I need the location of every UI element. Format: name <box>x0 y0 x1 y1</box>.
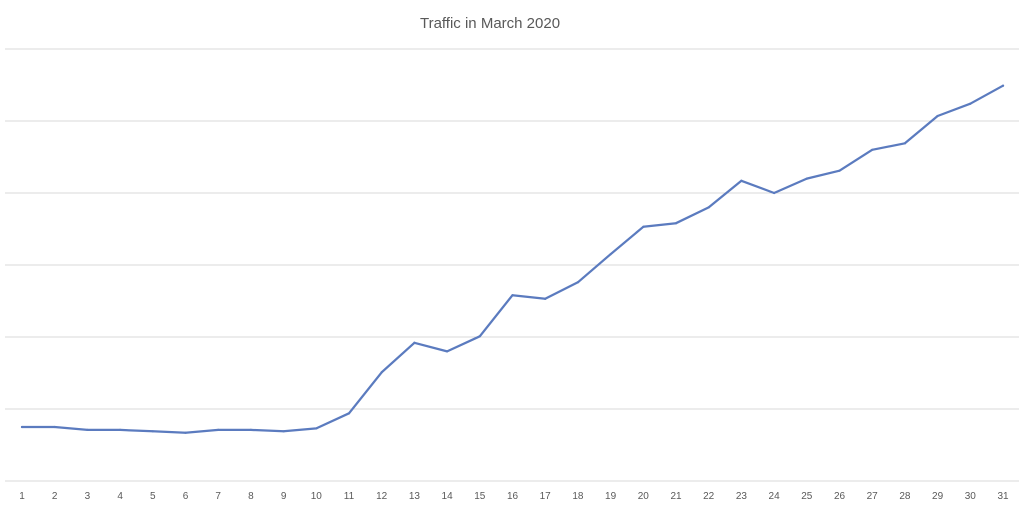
data-point <box>642 225 645 228</box>
x-tick-label: 15 <box>474 491 486 502</box>
data-point <box>184 431 187 434</box>
data-point <box>707 206 710 209</box>
data-point <box>609 253 612 256</box>
chart-title: Traffic in March 2020 <box>420 15 560 32</box>
x-tick-label: 13 <box>409 491 421 502</box>
x-tick-label: 26 <box>834 491 846 502</box>
data-point <box>119 428 122 431</box>
x-tick-label: 12 <box>376 491 388 502</box>
data-point <box>805 177 808 180</box>
series-line <box>20 84 1005 434</box>
x-tick-label: 25 <box>801 491 813 502</box>
data-point <box>478 335 481 338</box>
data-point <box>773 191 776 195</box>
data-point <box>969 102 972 105</box>
x-tick-label: 5 <box>150 491 156 502</box>
x-tick-label: 29 <box>932 491 944 502</box>
x-tick-label: 30 <box>965 491 977 502</box>
data-point <box>871 148 874 151</box>
x-tick-label: 18 <box>572 491 584 502</box>
x-tick-label: 21 <box>670 491 682 502</box>
data-point <box>838 169 841 172</box>
data-point <box>576 281 580 284</box>
x-tick-label: 27 <box>867 491 879 502</box>
data-point <box>446 350 449 353</box>
data-point <box>740 179 743 182</box>
data-point <box>20 425 24 429</box>
x-tick-label: 28 <box>899 491 911 502</box>
data-point <box>380 371 383 374</box>
data-point <box>347 412 351 415</box>
x-tick-label: 16 <box>507 491 519 502</box>
x-tick-label: 10 <box>311 491 323 502</box>
data-point <box>86 428 89 431</box>
x-tick-label: 22 <box>703 491 715 502</box>
x-tick-label: 1 <box>19 491 25 502</box>
x-tick-label: 8 <box>248 491 254 502</box>
data-point <box>1001 84 1005 87</box>
data-point <box>413 341 416 344</box>
series-layer <box>20 84 1005 434</box>
x-tick-label: 4 <box>117 491 123 502</box>
gridlines <box>5 48 1019 410</box>
x-tick-label: 2 <box>52 491 58 502</box>
data-point <box>151 430 154 433</box>
x-tick-label: 11 <box>344 491 355 502</box>
data-point <box>674 222 678 225</box>
data-point <box>544 297 547 300</box>
x-tick-label: 19 <box>605 491 617 502</box>
x-tick-label: 3 <box>85 491 91 502</box>
x-tick-label: 9 <box>281 491 287 502</box>
x-tick-labels: 1 2 3 4 5 6 7 8 9 10 11 12 13 14 15 16 17 18 19 20 21 22 23 24 2… <box>19 491 1009 502</box>
x-tick-label: 7 <box>215 491 221 502</box>
x-tick-label: 23 <box>736 491 748 502</box>
data-point <box>315 427 318 430</box>
data-point <box>249 428 252 431</box>
x-tick-label: 14 <box>442 491 454 502</box>
data-point <box>511 294 514 297</box>
x-tick-label: 17 <box>540 491 552 502</box>
x-tick-label: 24 <box>769 491 781 502</box>
data-point <box>936 114 939 118</box>
data-point <box>53 425 56 429</box>
data-point <box>903 142 907 145</box>
x-tick-label: 6 <box>183 491 189 502</box>
x-tick-label: 31 <box>997 491 1009 502</box>
x-tick-label: 20 <box>638 491 650 502</box>
data-point <box>217 428 220 431</box>
data-point <box>282 430 285 433</box>
